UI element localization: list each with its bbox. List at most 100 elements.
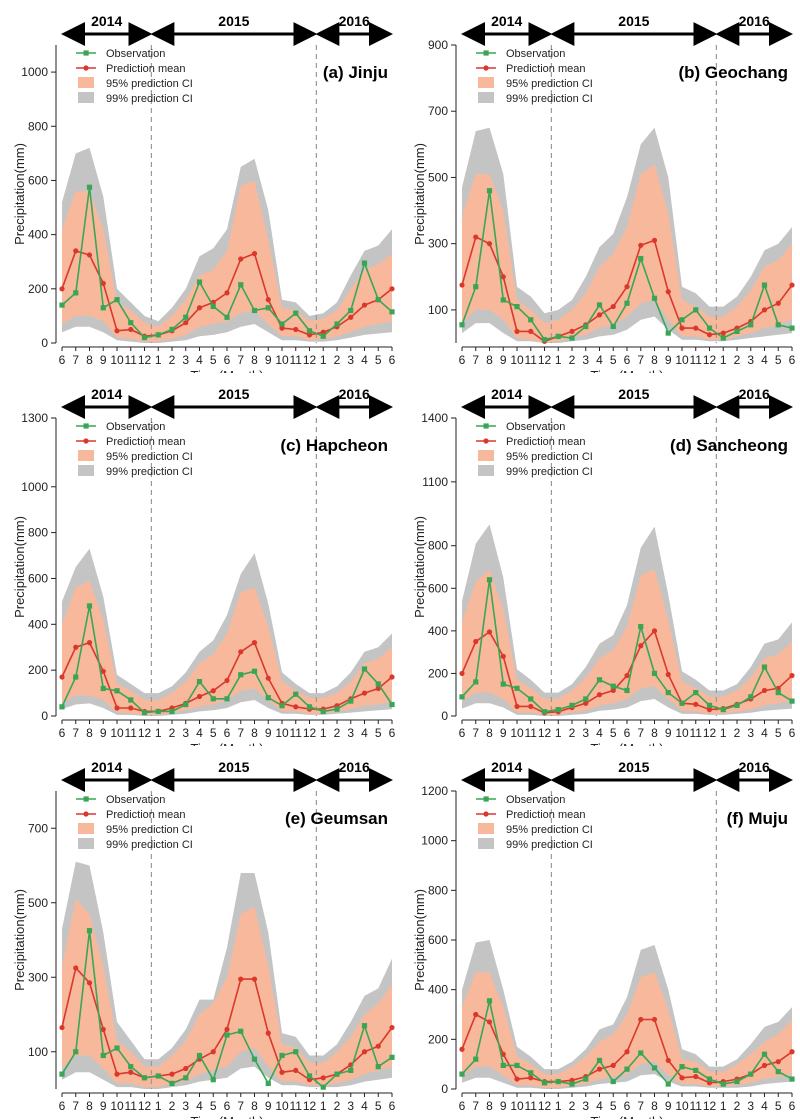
y-tick-label: 400 [28, 228, 48, 242]
observation-point [473, 679, 479, 685]
prediction-point [389, 674, 395, 680]
observation-point [596, 1057, 603, 1064]
x-tick-label: 3 [182, 726, 189, 740]
prediction-point [59, 286, 65, 292]
observation-point [73, 290, 79, 296]
prediction-point [473, 234, 479, 240]
prediction-point [361, 690, 368, 696]
x-tick-label: 10 [510, 353, 524, 367]
y-tick-label: 800 [28, 119, 48, 133]
y-tick-label: 300 [28, 970, 48, 984]
x-tick-label: 7 [472, 1099, 479, 1113]
observation-point [569, 1081, 575, 1087]
legend-ci99-swatch [478, 465, 494, 476]
x-tick-label: 5 [375, 1099, 382, 1113]
x-tick-label: 8 [651, 726, 658, 740]
legend-ci99-swatch [78, 465, 94, 476]
observation-point [706, 325, 713, 331]
observation-point [320, 1084, 326, 1090]
x-tick-label: 5 [210, 1099, 217, 1113]
x-tick-label: 6 [59, 1099, 66, 1113]
x-axis-label: Time(Month) [190, 368, 263, 373]
x-axis-label: Time(Month) [190, 741, 263, 746]
observation-point [59, 302, 65, 308]
x-tick-label: 7 [637, 353, 644, 367]
legend-prediction-marker [483, 65, 489, 71]
y-tick-label: 400 [428, 624, 448, 638]
x-tick-label: 3 [747, 353, 754, 367]
y-tick-label: 600 [28, 173, 48, 187]
x-tick-label: 6 [224, 1099, 231, 1113]
x-tick-label: 11 [125, 726, 138, 740]
observation-point [679, 317, 685, 323]
prediction-point [86, 252, 93, 258]
panel-title: (b) Geochang [678, 63, 788, 82]
prediction-point [693, 1073, 699, 1080]
observation-point [610, 323, 616, 330]
observation-point [320, 333, 326, 339]
prediction-point [238, 256, 244, 262]
prediction-point [306, 332, 313, 338]
x-tick-label: 7 [472, 726, 479, 740]
y-tick-label: 800 [428, 883, 448, 897]
observation-point [473, 284, 479, 290]
observation-point [279, 703, 285, 709]
observation-point [761, 1051, 768, 1057]
prediction-point [238, 649, 244, 655]
observation-point [73, 1049, 79, 1055]
x-tick-label: 8 [651, 1099, 658, 1113]
observation-point [196, 679, 203, 685]
observation-point [114, 297, 120, 303]
observation-point [59, 704, 65, 710]
x-tick-label: 8 [86, 726, 93, 740]
x-tick-label: 4 [361, 353, 368, 367]
prediction-point [459, 1046, 465, 1052]
legend-ci95-swatch [478, 823, 494, 834]
observation-point [251, 668, 258, 674]
observation-point [624, 300, 630, 306]
x-tick-label: 10 [110, 353, 124, 367]
prediction-point [320, 1075, 326, 1081]
observation-point [86, 603, 93, 609]
observation-point [251, 1056, 258, 1062]
x-tick-label: 8 [486, 726, 493, 740]
legend-ci95-label: 95% prediction CI [106, 78, 193, 90]
y-tick-label: 500 [428, 170, 448, 184]
legend-prediction-label: Prediction mean [106, 809, 186, 821]
x-tick-label: 10 [510, 1099, 524, 1113]
prediction-point [128, 326, 134, 333]
x-tick-label: 12 [303, 726, 317, 740]
legend-ci95-label: 95% prediction CI [506, 451, 593, 463]
ci95-band [462, 972, 792, 1088]
legend-ci99-swatch [478, 92, 494, 103]
x-tick-label: 9 [265, 353, 272, 367]
prediction-point [665, 1057, 671, 1064]
legend-observation-label: Observation [506, 794, 565, 806]
observation-point [789, 325, 795, 331]
observation-point [389, 309, 395, 315]
y-tick-label: 1000 [421, 834, 448, 848]
y-tick-label: 400 [428, 983, 448, 997]
observation-point [665, 689, 671, 696]
prediction-point [638, 242, 644, 248]
observation-point [348, 698, 354, 704]
prediction-point [596, 312, 603, 318]
prediction-point [459, 670, 465, 677]
prediction-point [638, 1016, 644, 1023]
prediction-point [486, 241, 493, 247]
panel-title: (f) Muju [727, 809, 788, 828]
x-tick-label: 2 [734, 353, 741, 367]
year-label-2016: 2016 [739, 759, 770, 775]
x-tick-label: 3 [582, 726, 589, 740]
prediction-point [361, 302, 368, 308]
observation-point [651, 295, 658, 301]
observation-point [486, 577, 493, 583]
observation-point [651, 670, 658, 677]
x-tick-label: 2 [169, 1099, 176, 1113]
prediction-point [665, 671, 671, 678]
x-tick-label: 5 [610, 726, 617, 740]
legend-observation-label: Observation [106, 48, 165, 60]
legend-prediction-label: Prediction mean [506, 436, 586, 448]
observation-point [734, 1078, 740, 1085]
